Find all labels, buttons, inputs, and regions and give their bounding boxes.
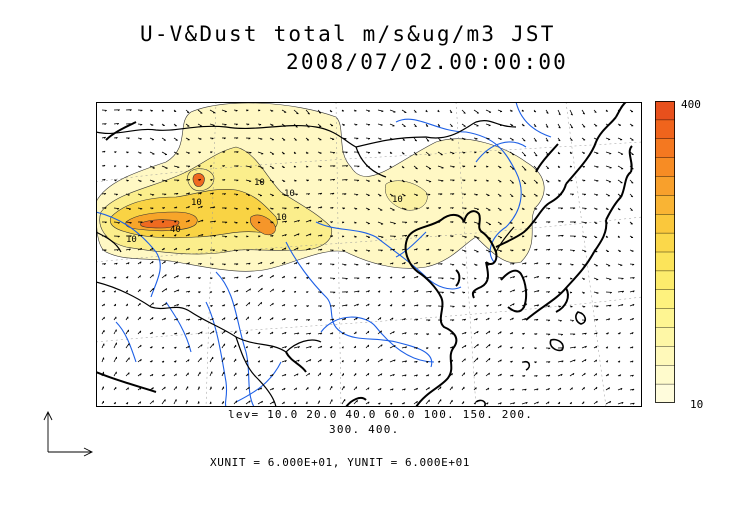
colorbar-block [655, 252, 675, 272]
colorbar-block [655, 176, 675, 196]
colorbar-block [655, 365, 675, 385]
colorbar-block [655, 119, 675, 140]
islands [475, 311, 587, 407]
rivers [96, 102, 552, 407]
colorbar-max-label: 400 [681, 98, 701, 111]
wind-vectors [101, 109, 635, 405]
contour-label: 10 [254, 178, 265, 188]
dust-patch-east [384, 180, 428, 211]
colorbar-block [655, 270, 675, 291]
colorbar-block [655, 289, 675, 310]
colorbar-block [655, 384, 675, 403]
graticule [96, 102, 642, 407]
colorbar-block [655, 346, 675, 366]
contour-label: 10 [126, 235, 137, 245]
dust-contour-100b [250, 214, 276, 236]
colorbar-block [655, 195, 675, 215]
contour-label: 10 [284, 189, 295, 199]
colorbar [655, 101, 675, 403]
wind-vector-arrows [101, 109, 635, 405]
dust-shading [96, 102, 545, 272]
contour-label: 10 [392, 195, 403, 205]
contour-levels-line1: lev= 10.0 20.0 40.0 60.0 100. 150. 200. [228, 408, 534, 421]
reference-vector-arrow [43, 410, 94, 457]
contour-label: 10 [276, 213, 287, 223]
colorbar-block [655, 233, 675, 253]
vector-unit-text: XUNIT = 6.000E+01, YUNIT = 6.000E+01 [210, 456, 471, 469]
borders [96, 120, 517, 407]
contour-labels: 10 40 10 10 10 10 10 [126, 178, 403, 245]
colorbar-block [655, 327, 675, 347]
map-frame [96, 102, 642, 407]
plot-title-line1: U-V&Dust total m/s&ug/m3 JST [140, 22, 556, 46]
plot-title-line2: 2008/07/02.00:00:00 [286, 50, 569, 74]
colorbar-block [655, 101, 675, 121]
colorbar-block [655, 138, 675, 159]
colorbar-min-label: 10 [690, 398, 704, 411]
colorbar-block [655, 157, 675, 178]
contour-label: 10 [191, 198, 202, 208]
contour-label: 40 [170, 225, 181, 235]
colorbar-block [655, 214, 675, 234]
contour-levels-line2: 300. 400. [329, 423, 400, 436]
colorbar-block [655, 308, 675, 329]
dust-map: 10 40 10 10 10 10 10 [96, 102, 642, 407]
